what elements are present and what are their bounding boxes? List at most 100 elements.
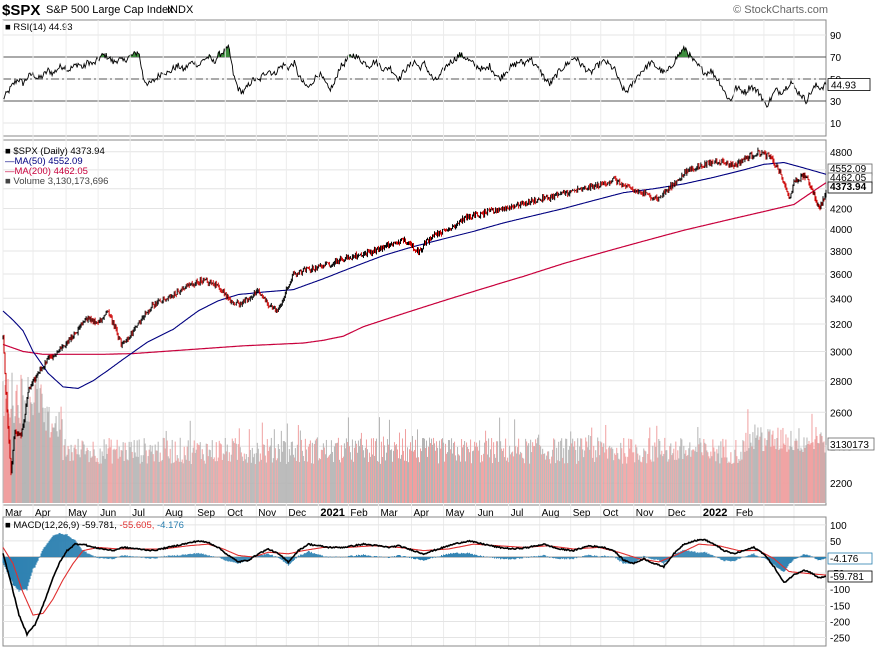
volume-bar <box>121 450 123 503</box>
volume-bar <box>337 437 339 503</box>
volume-bar <box>334 443 336 503</box>
volume-bar <box>386 439 388 503</box>
macd-y-tick-label: -200 <box>830 617 850 628</box>
price-y-tick-label: 3800 <box>830 247 853 258</box>
volume-bar <box>396 449 398 503</box>
volume-bar <box>592 457 594 503</box>
volume-bar <box>452 453 454 503</box>
volume-bar <box>369 456 371 503</box>
volume-bar <box>501 448 503 503</box>
volume-bar <box>295 460 297 503</box>
volume-bar <box>822 442 824 503</box>
volume-bar <box>133 440 135 503</box>
volume-bar <box>253 453 255 503</box>
volume-bar <box>202 454 204 503</box>
volume-bar <box>720 441 722 503</box>
volume-bar <box>800 447 802 503</box>
volume-bar <box>633 452 635 503</box>
price-y-tick-label: 3600 <box>830 270 853 281</box>
volume-bar <box>341 458 343 503</box>
volume-bar <box>663 453 665 503</box>
volume-bar <box>259 453 261 503</box>
volume-bar <box>485 430 487 503</box>
volume-bar <box>611 447 613 503</box>
volume-bar <box>811 413 813 503</box>
volume-bar <box>535 439 537 503</box>
volume-bar <box>24 400 26 503</box>
volume-bar <box>768 431 770 503</box>
volume-bar <box>459 455 461 503</box>
volume-bar <box>46 406 48 503</box>
volume-bar <box>249 449 251 503</box>
volume-bar <box>257 448 259 503</box>
volume-bar <box>481 455 483 503</box>
volume-bar <box>378 417 380 503</box>
volume-bar <box>774 438 776 503</box>
volume-bar <box>128 441 130 503</box>
volume-bar <box>612 448 614 503</box>
volume-bar <box>465 461 467 503</box>
volume-bar <box>685 450 687 503</box>
volume-bar <box>143 438 145 503</box>
volume-bar <box>732 463 734 503</box>
volume-bar <box>246 462 248 503</box>
volume-bar <box>65 456 67 503</box>
volume-bar <box>262 444 264 503</box>
volume-bar <box>637 453 639 503</box>
volume-bar <box>667 461 669 503</box>
volume-bar <box>645 451 647 503</box>
volume-bar <box>106 453 108 503</box>
volume-bar <box>585 437 587 503</box>
volume-bar <box>80 449 82 503</box>
volume-bar <box>660 454 662 503</box>
volume-bar <box>212 459 214 503</box>
volume-bar <box>511 452 513 503</box>
volume-bar <box>673 448 675 503</box>
volume-bar <box>282 441 284 503</box>
volume-bar <box>769 429 771 503</box>
x-tick-label: Jul <box>511 508 524 519</box>
volume-bar <box>54 423 56 503</box>
volume-bar <box>647 453 649 503</box>
volume-bar <box>158 461 160 503</box>
volume-bar <box>316 437 318 503</box>
volume-bar <box>125 449 127 503</box>
volume-bar <box>454 441 456 503</box>
volume-bar <box>240 452 242 503</box>
volume-bar <box>657 457 659 503</box>
volume-bar <box>442 438 444 503</box>
volume-bar <box>247 457 249 503</box>
volume-bar <box>398 432 400 503</box>
volume-bar <box>96 458 98 503</box>
ma200-legend: —MA(200) 4462.05 <box>5 166 88 177</box>
volume-bar <box>27 376 29 503</box>
volume-bar <box>62 460 64 503</box>
volume-bar <box>55 416 57 503</box>
volume-bar <box>155 450 157 503</box>
volume-bar <box>23 423 25 503</box>
volume-bar <box>32 415 34 503</box>
volume-bar <box>275 460 277 503</box>
volume-bar <box>679 446 681 503</box>
volume-bar <box>751 446 753 503</box>
volume-bar <box>731 464 733 503</box>
volume-bar <box>455 455 457 503</box>
volume-bar <box>604 452 606 503</box>
volume-bar <box>120 450 122 503</box>
volume-bar <box>67 446 69 503</box>
volume-bar <box>289 455 291 503</box>
volume-bar <box>245 454 247 503</box>
volume-bar <box>773 445 775 503</box>
volume-bar <box>264 455 266 503</box>
volume-bar <box>801 449 803 503</box>
volume-bar <box>565 438 567 503</box>
volume-bar <box>339 462 341 503</box>
volume-bar <box>177 458 179 503</box>
volume-bar <box>598 441 600 503</box>
volume-bar <box>735 440 737 503</box>
volume-bar <box>577 438 579 503</box>
volume-bar <box>273 429 275 503</box>
volume-bar <box>112 449 114 503</box>
volume-bar <box>380 441 382 503</box>
volume-bar <box>760 427 762 503</box>
